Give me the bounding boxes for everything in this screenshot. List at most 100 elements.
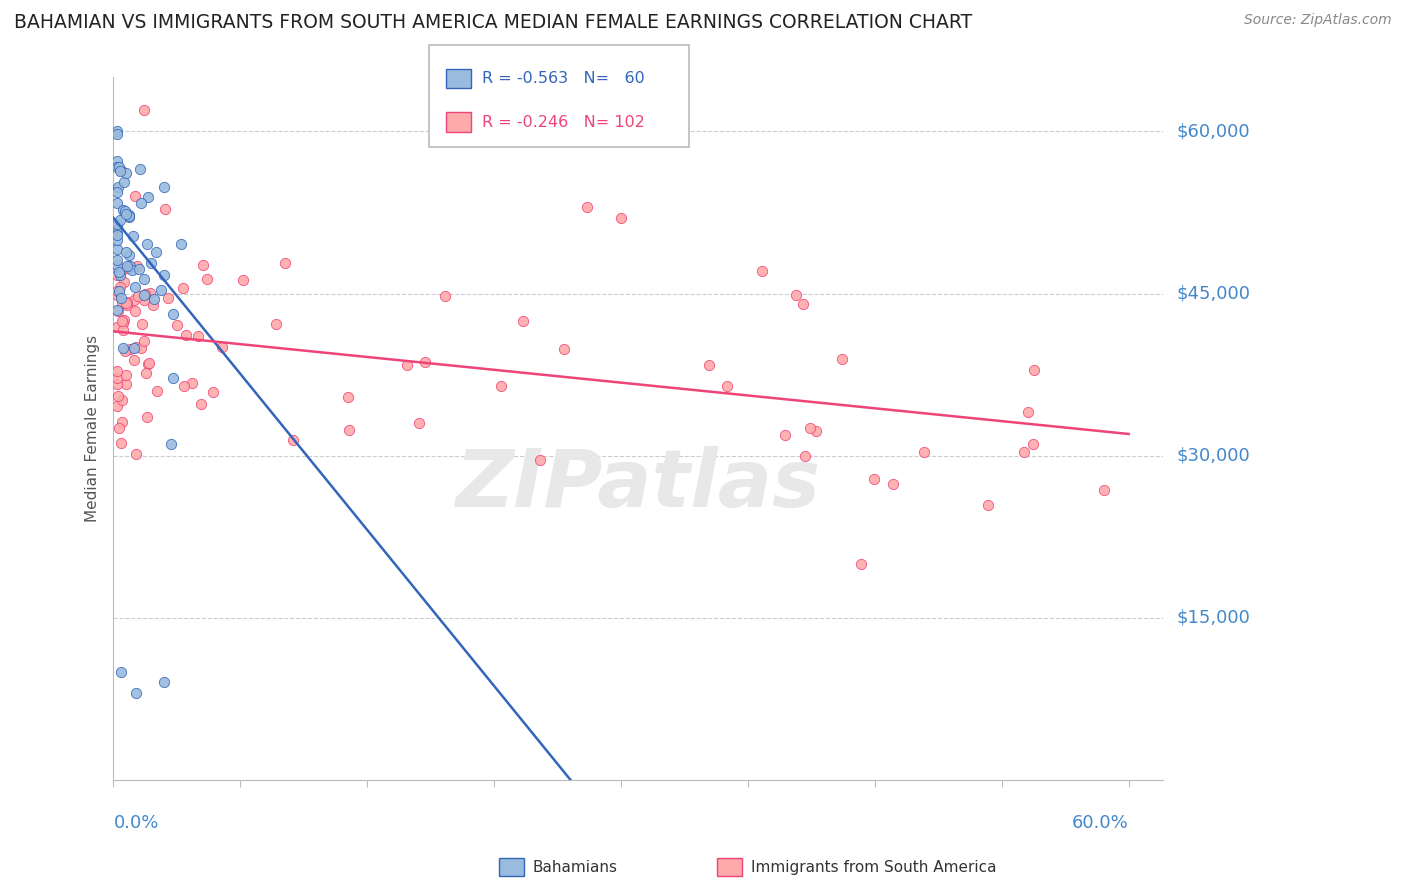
Point [862,473,884,487]
Point [128,261,150,276]
Point [115,376,138,391]
Point [232,273,254,287]
Text: 0.0%: 0.0% [114,814,159,832]
Point [114,166,136,180]
Point [166,318,188,332]
Point [190,397,212,411]
Point [110,292,132,306]
Point [132,271,155,285]
Text: $15,000: $15,000 [1177,608,1250,626]
Point [153,268,176,282]
Y-axis label: Median Female Earnings: Median Female Earnings [86,335,100,522]
Point [751,264,773,278]
Point [136,357,159,371]
Point [849,557,872,571]
Point [128,162,150,177]
Point [142,298,165,312]
Point [118,259,141,273]
Point [155,202,177,216]
Point [115,244,138,259]
Point [143,292,166,306]
Point [105,285,128,299]
Point [108,421,131,435]
Point [111,415,134,429]
Point [793,450,815,464]
Point [831,351,853,366]
Point [716,378,738,392]
Point [202,384,225,399]
Point [162,370,184,384]
Point [105,253,128,268]
Point [107,389,129,403]
Point [124,189,146,203]
Point [105,302,128,317]
Point [149,283,172,297]
Point [281,433,304,447]
Point [157,291,180,305]
Text: R = -0.563   N=   60: R = -0.563 N= 60 [482,71,645,86]
Point [117,297,139,311]
Point [105,226,128,240]
Point [136,409,159,424]
Point [108,280,131,294]
Point [105,268,128,282]
Point [111,314,134,328]
Point [132,334,155,349]
Point [118,209,141,223]
Point [110,163,132,178]
Point [105,123,128,137]
Point [117,295,139,310]
Point [187,329,209,343]
Text: R = -0.246   N= 102: R = -0.246 N= 102 [482,115,645,129]
Point [135,367,157,381]
Point [118,208,141,222]
Point [105,319,128,334]
Point [159,436,181,450]
Point [115,206,138,220]
Point [576,200,599,214]
Point [136,237,159,252]
Point [124,279,146,293]
Point [977,498,1000,512]
Point [107,179,129,194]
Point [775,428,797,442]
Point [129,341,152,355]
Point [1012,444,1035,458]
Point [127,289,149,303]
Point [114,297,136,311]
Point [122,229,145,244]
Point [105,127,128,141]
Point [1024,363,1046,377]
Point [173,378,195,392]
Point [1017,405,1039,419]
Point [512,314,534,328]
Point [395,358,418,372]
Point [105,219,128,234]
Point [266,317,288,331]
Point [105,195,128,210]
Point [107,265,129,279]
Point [132,293,155,308]
Point [105,377,128,392]
Point [785,288,807,302]
Text: Source: ZipAtlas.com: Source: ZipAtlas.com [1244,13,1392,28]
Point [153,675,176,690]
Point [336,390,359,404]
Point [112,316,135,330]
Point [125,686,148,700]
Point [112,275,135,289]
Point [131,317,153,331]
Point [105,287,128,301]
Text: Immigrants from South America: Immigrants from South America [751,860,997,874]
Text: ZIPatlas: ZIPatlas [456,446,821,524]
Point [105,399,128,413]
Point [174,328,197,343]
Point [408,416,430,430]
Point [124,341,146,355]
Point [118,342,141,356]
Point [111,262,134,277]
Point [124,353,146,368]
Point [108,284,131,298]
Point [107,303,129,318]
Point [413,355,436,369]
